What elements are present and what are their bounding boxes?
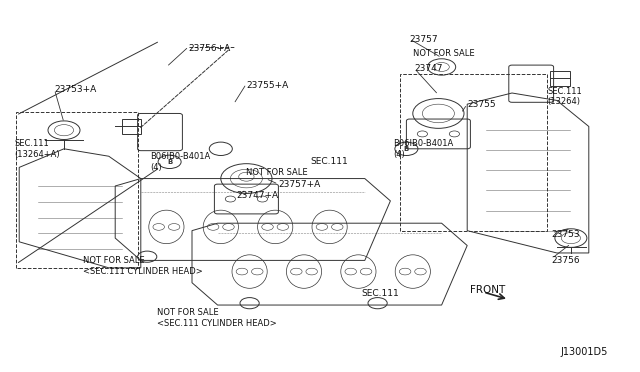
Text: 23757+A: 23757+A — [278, 180, 321, 189]
Text: 23757: 23757 — [410, 35, 438, 44]
Text: NOT FOR SALE: NOT FOR SALE — [246, 169, 308, 177]
Text: NOT FOR SALE
<SEC.111 CYLINDER HEAD>: NOT FOR SALE <SEC.111 CYLINDER HEAD> — [157, 308, 276, 328]
Text: FRONT: FRONT — [470, 285, 506, 295]
Text: 23753: 23753 — [552, 230, 580, 239]
Text: 23755+A: 23755+A — [246, 81, 289, 90]
Bar — [550, 71, 570, 86]
Text: B: B — [404, 146, 409, 152]
Text: 23753+A: 23753+A — [54, 85, 97, 94]
Text: 23756: 23756 — [552, 256, 580, 265]
Text: J13001D5: J13001D5 — [560, 347, 607, 356]
Text: 23747: 23747 — [415, 64, 444, 73]
Text: SEC.111: SEC.111 — [362, 289, 399, 298]
Text: NOT FOR SALE
<SEC.111 CYLINDER HEAD>: NOT FOR SALE <SEC.111 CYLINDER HEAD> — [83, 256, 203, 276]
Text: B: B — [167, 159, 172, 165]
Text: 23756+A: 23756+A — [189, 44, 231, 53]
Text: NOT FOR SALE: NOT FOR SALE — [413, 49, 474, 58]
Text: B06IB0-B401A
(4): B06IB0-B401A (4) — [150, 152, 211, 171]
Bar — [122, 119, 141, 134]
Text: SEC.111: SEC.111 — [310, 157, 348, 166]
Text: 23747+A: 23747+A — [237, 191, 279, 200]
Text: B06IB0-B401A
(4): B06IB0-B401A (4) — [394, 139, 454, 158]
Text: SEC.111
(13264+A): SEC.111 (13264+A) — [14, 139, 60, 158]
Text: 23755: 23755 — [467, 100, 496, 109]
Text: SEC.111
(13264): SEC.111 (13264) — [547, 87, 582, 106]
